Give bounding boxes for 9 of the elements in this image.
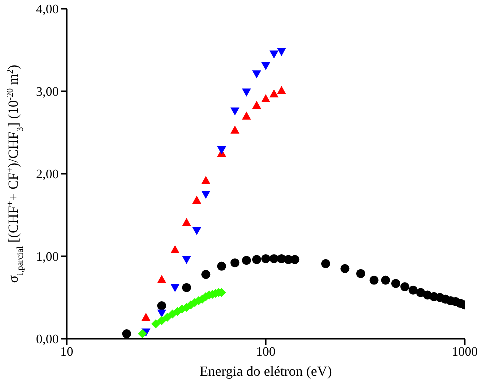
y-tick-label: 1,00	[36, 249, 59, 264]
x-tick-label: 1000	[452, 344, 478, 360]
x-axis-title: Energia do elétron (eV)	[200, 365, 332, 380]
y-tick-label: 3,00	[36, 84, 59, 100]
x-tick-label: 10	[60, 344, 74, 360]
y-tick-label: 0,00	[36, 332, 59, 347]
y-tick-label: 4,00	[36, 2, 59, 17]
x-tick-label: 100	[256, 344, 276, 360]
y-tick-label: 2,00	[36, 166, 59, 182]
